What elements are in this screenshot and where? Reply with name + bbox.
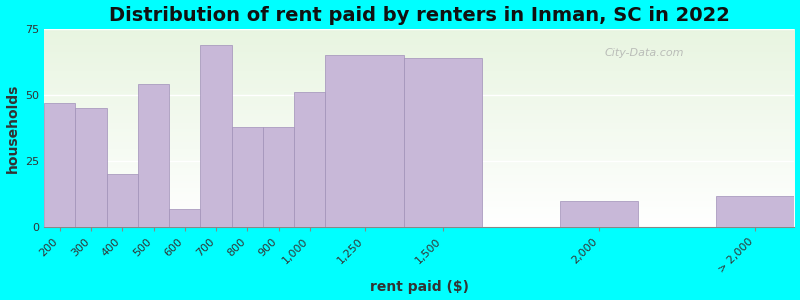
- Title: Distribution of rent paid by renters in Inman, SC in 2022: Distribution of rent paid by renters in …: [109, 6, 730, 25]
- Text: City-Data.com: City-Data.com: [605, 48, 684, 58]
- Bar: [716, 196, 794, 227]
- X-axis label: rent paid ($): rent paid ($): [370, 280, 469, 294]
- Bar: [169, 209, 201, 227]
- Bar: [326, 56, 404, 227]
- Y-axis label: households: households: [6, 83, 19, 173]
- Bar: [294, 92, 326, 227]
- Bar: [44, 103, 75, 227]
- Bar: [404, 58, 482, 227]
- Bar: [263, 127, 294, 227]
- Bar: [106, 175, 138, 227]
- Bar: [201, 45, 232, 227]
- Bar: [560, 201, 638, 227]
- Bar: [75, 108, 106, 227]
- Bar: [232, 127, 263, 227]
- Bar: [138, 85, 169, 227]
